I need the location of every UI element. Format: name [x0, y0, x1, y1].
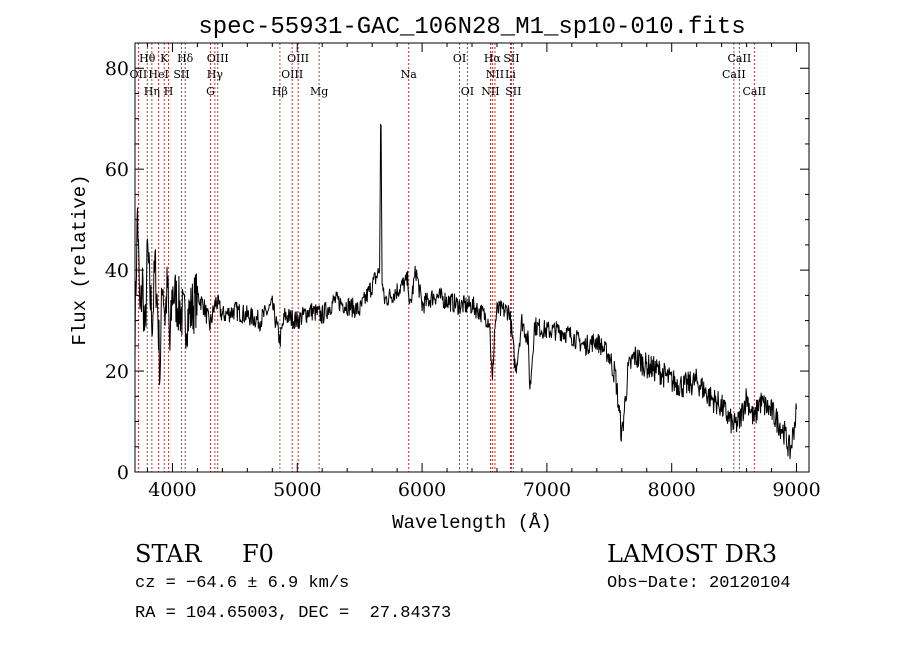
spectral-line-label: SII [173, 68, 189, 81]
y-tick-label: 60 [105, 159, 129, 181]
survey-name: LAMOST DR3 [607, 540, 778, 568]
spectral-line-label: Hα [484, 52, 502, 65]
spectral-lines [137, 43, 755, 472]
x-tick-label: 9000 [772, 479, 820, 501]
spectral-line-label: OI [461, 85, 474, 98]
x-tick-label: 5000 [273, 479, 321, 501]
chart-title: spec-55931-GAC_106N28_M1_sp10-010.fits [198, 14, 745, 41]
spectral-line-label: OIII [281, 68, 303, 81]
x-tick-label: 7000 [523, 479, 571, 501]
spectral-line-labels: Hθ OII HeI Hη K H SII Hδ OIII Hγ G OIII OIII Hβ Mg Na OI… [130, 52, 767, 98]
spectral-line-label: OIII [287, 52, 309, 65]
coordinates: RA = 104.65003, DEC = 27.84373 [135, 604, 452, 623]
spectral-line-label: OI [453, 52, 466, 65]
object-class: STAR [135, 540, 202, 568]
spectral-line-label: CaII [742, 85, 766, 98]
x-tick-label: 8000 [648, 479, 696, 501]
spectral-line-label: CaII [722, 68, 746, 81]
y-tick-label: 20 [105, 361, 129, 383]
x-tick-label: 4000 [148, 479, 196, 501]
spectral-line-label: OIII [207, 52, 229, 65]
spectral-line-label: G [206, 85, 215, 98]
spectral-line-label: Hη [144, 85, 160, 98]
spectral-line-label: SII [503, 52, 519, 65]
y-tick-label: 40 [105, 260, 129, 282]
flux-series [134, 123, 797, 460]
y-tick-label: 80 [105, 58, 129, 80]
spectral-line-label: NII [481, 85, 499, 98]
x-tick-label: 6000 [398, 479, 446, 501]
x-axis-label: Wavelength (Å) [392, 512, 552, 534]
object-subclass: F0 [242, 540, 274, 568]
spectral-line-label: HeI [148, 68, 168, 81]
spectral-line-label: SII [505, 85, 521, 98]
spectral-line-label: OII [130, 68, 148, 81]
redshift-cz: cz = −64.6 ± 6.9 km/s [135, 574, 350, 593]
spectral-line-label: H [164, 85, 174, 98]
spectral-line-label: NII [486, 68, 504, 81]
spectral-line-label: Li [505, 68, 516, 81]
flux-line [134, 123, 797, 460]
observation-date: Obs−Date: 20120104 [607, 574, 791, 593]
spectral-line-label: Hγ [207, 68, 224, 81]
spectral-line-label: Hβ [272, 85, 288, 98]
spectral-line-label: Hδ [177, 52, 194, 65]
spectral-line-label: CaII [728, 52, 752, 65]
spectral-line-label: Na [401, 68, 418, 81]
axis-ticks: 4000 5000 6000 7000 8000 9000 0 20 40 60 80 [105, 42, 821, 501]
spectral-line-label: K [160, 52, 169, 65]
spectral-line-label: Hθ [139, 52, 156, 65]
y-tick-label: 0 [117, 462, 129, 484]
y-axis-label: Flux (relative) [69, 174, 91, 345]
plot-frame [134, 42, 810, 473]
spectral-line-label: Mg [310, 85, 328, 98]
